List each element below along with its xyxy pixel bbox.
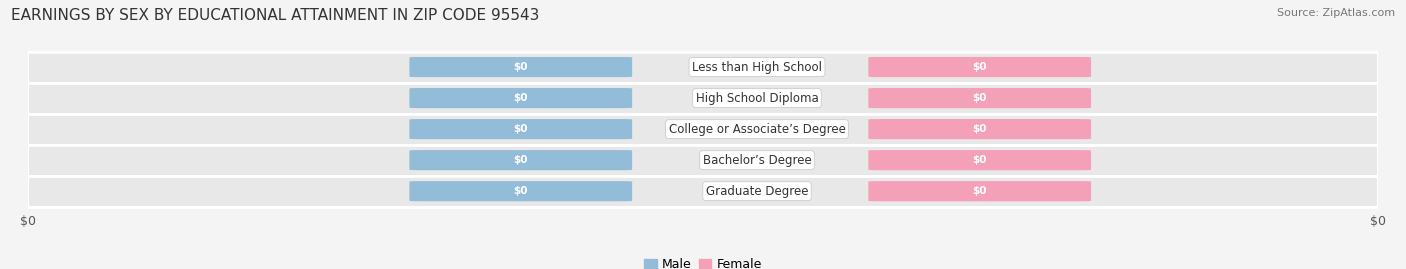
- Legend: Male, Female: Male, Female: [640, 253, 766, 269]
- FancyBboxPatch shape: [409, 119, 633, 139]
- Bar: [28, 176, 1378, 207]
- Text: $0: $0: [973, 62, 987, 72]
- FancyBboxPatch shape: [409, 57, 633, 77]
- Text: $0: $0: [513, 186, 529, 196]
- Text: $0: $0: [513, 62, 529, 72]
- FancyBboxPatch shape: [869, 150, 1091, 170]
- Text: Bachelor’s Degree: Bachelor’s Degree: [703, 154, 811, 167]
- FancyBboxPatch shape: [869, 119, 1091, 139]
- Bar: [28, 83, 1378, 114]
- Bar: [28, 52, 1378, 83]
- Text: $0: $0: [513, 124, 529, 134]
- Text: College or Associate’s Degree: College or Associate’s Degree: [668, 123, 845, 136]
- FancyBboxPatch shape: [869, 57, 1091, 77]
- Text: EARNINGS BY SEX BY EDUCATIONAL ATTAINMENT IN ZIP CODE 95543: EARNINGS BY SEX BY EDUCATIONAL ATTAINMEN…: [11, 8, 540, 23]
- Bar: [28, 114, 1378, 145]
- Text: Graduate Degree: Graduate Degree: [706, 185, 808, 198]
- FancyBboxPatch shape: [869, 181, 1091, 201]
- FancyBboxPatch shape: [869, 88, 1091, 108]
- Text: $0: $0: [513, 93, 529, 103]
- Text: Less than High School: Less than High School: [692, 61, 823, 73]
- Text: High School Diploma: High School Diploma: [696, 91, 818, 105]
- Text: $0: $0: [973, 124, 987, 134]
- Bar: [28, 145, 1378, 176]
- Text: $0: $0: [513, 155, 529, 165]
- Text: $0: $0: [973, 93, 987, 103]
- Text: $0: $0: [973, 186, 987, 196]
- FancyBboxPatch shape: [409, 88, 633, 108]
- FancyBboxPatch shape: [409, 150, 633, 170]
- Text: Source: ZipAtlas.com: Source: ZipAtlas.com: [1277, 8, 1395, 18]
- FancyBboxPatch shape: [409, 181, 633, 201]
- Text: $0: $0: [973, 155, 987, 165]
